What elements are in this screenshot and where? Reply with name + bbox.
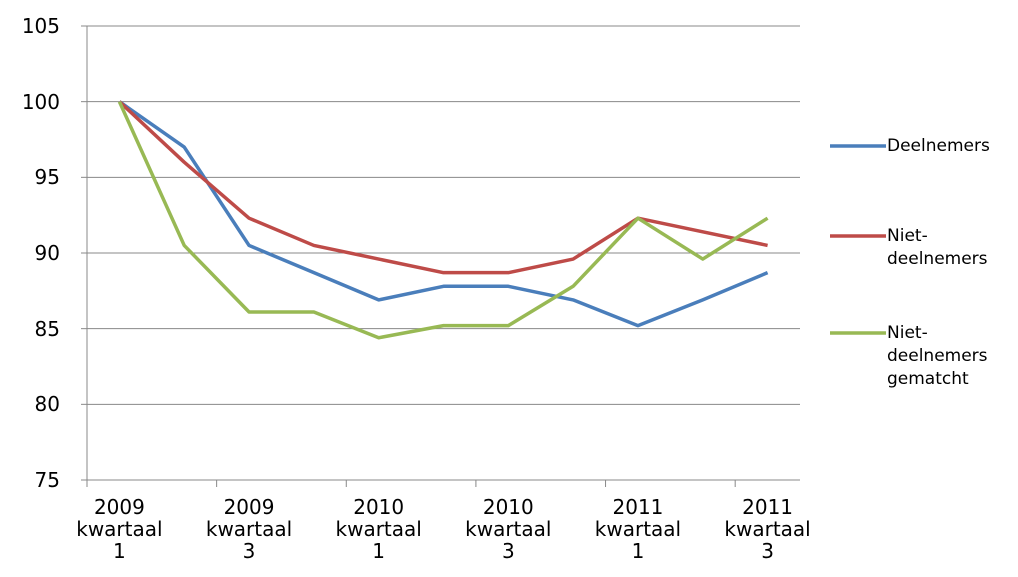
x-tick-label: 2011 kwartaal 1 [594,495,682,563]
y-tick-label: 100 [21,89,60,114]
legend-label: Niet-deelnemers gematcht [887,323,988,389]
y-tick-label: 95 [34,165,60,190]
series-line [117,100,769,340]
series-line [118,100,768,275]
series-line [118,100,769,328]
legend-label: Niet-deelnemers [887,226,988,269]
x-tick-label: 2011 kwartaal 3 [724,495,811,563]
x-tick-label: 2010 kwartaal 3 [465,495,552,563]
y-tick-label: 80 [34,392,60,417]
x-tick-label: 2009 kwartaal 1 [76,495,163,563]
x-tick-label: 2009 kwartaal 3 [205,495,293,563]
y-tick-label: 90 [34,241,60,265]
y-tick-label: 75 [34,468,60,492]
legend-label: Deelnemers [887,136,990,156]
x-tick-label: 2010 kwartaal 1 [335,495,422,563]
y-tick-label: 85 [34,316,60,341]
y-tick-label: 105 [21,14,60,38]
